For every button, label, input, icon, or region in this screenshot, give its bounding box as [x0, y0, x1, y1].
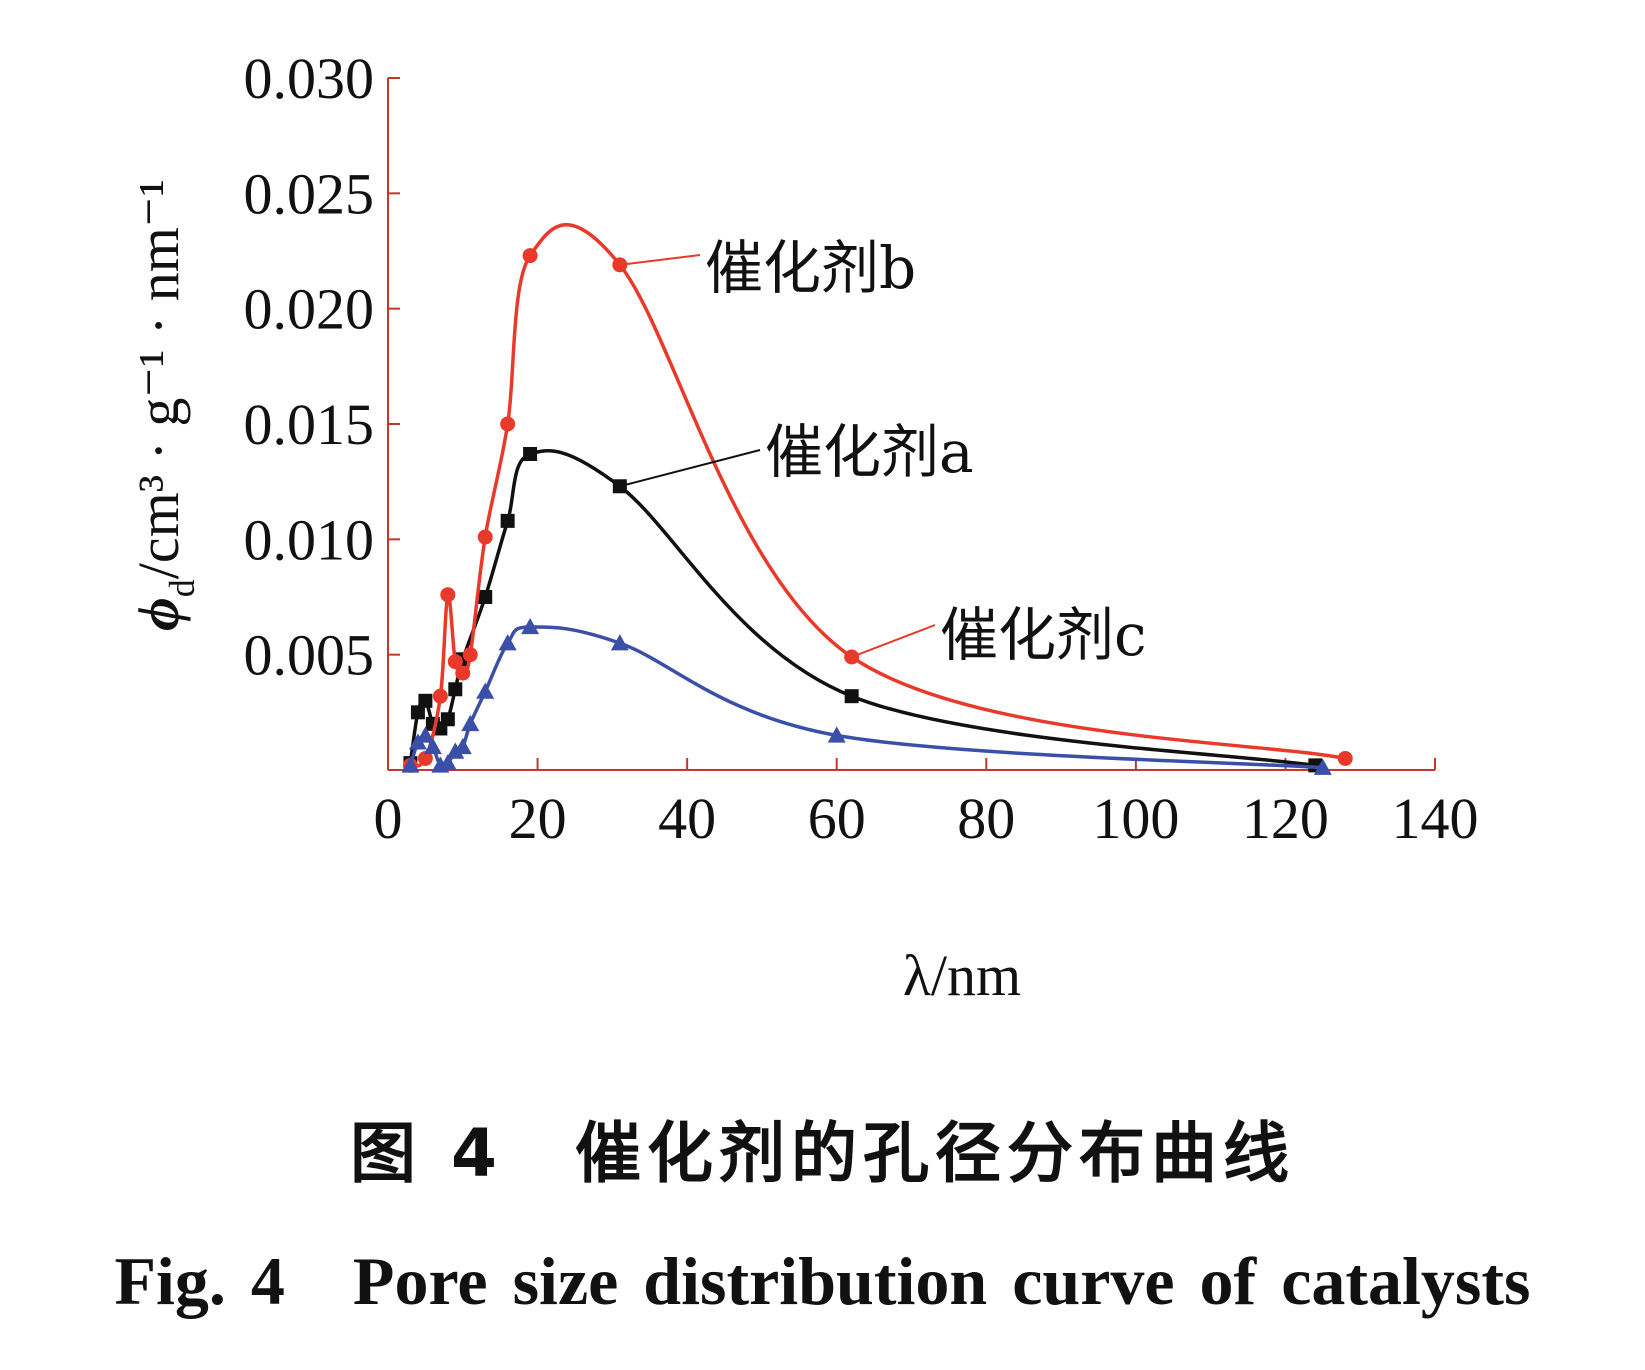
- data-point-catalyst-c: [461, 714, 480, 732]
- data-point-catalyst-b: [500, 416, 516, 432]
- data-point-catalyst-b: [1337, 750, 1353, 766]
- data-point-catalyst-b: [455, 665, 471, 681]
- y-tick-label: 0.030: [244, 46, 375, 111]
- data-point-catalyst-a: [418, 693, 433, 708]
- figure-caption-chinese: 图 4 催化剂的孔径分布曲线: [350, 1115, 1295, 1192]
- data-point-catalyst-c: [446, 742, 465, 759]
- series-line-catalyst-a: [408, 449, 1316, 768]
- data-point-catalyst-c: [423, 737, 442, 755]
- y-axis-label-subscript: d: [162, 579, 202, 597]
- x-tick-label: 100: [1092, 786, 1179, 851]
- figure-caption-english: Fig. 4 Pore size distribution curve of c…: [114, 1243, 1531, 1319]
- data-point-catalyst-a: [478, 590, 493, 604]
- data-point-catalyst-a: [523, 446, 538, 461]
- x-tick-label: 40: [658, 786, 716, 851]
- data-point-catalyst-b: [447, 654, 463, 670]
- leader-line-catalyst-c: [851, 624, 936, 658]
- series-line-catalyst-c: [408, 625, 1323, 770]
- data-point-catalyst-c: [438, 754, 457, 771]
- data-point-catalyst-c: [401, 756, 420, 773]
- data-point-catalyst-b: [477, 529, 493, 545]
- data-point-catalyst-a: [440, 712, 455, 727]
- x-tick-label: 60: [808, 786, 866, 851]
- data-point-catalyst-b: [462, 647, 478, 663]
- data-point-catalyst-b: [417, 750, 433, 766]
- data-point-catalyst-c: [1313, 758, 1332, 775]
- series-label-catalyst-c: 催化剂c: [940, 601, 1146, 669]
- x-tick-label: 120: [1242, 786, 1329, 851]
- y-tick-label: 0.015: [244, 392, 375, 457]
- data-point-catalyst-b: [432, 688, 448, 704]
- data-point-catalyst-c: [610, 634, 629, 651]
- y-tick-label: 0.020: [244, 277, 375, 342]
- x-axis-label: λ/nm: [903, 943, 1021, 1008]
- data-point-catalyst-b: [522, 248, 538, 264]
- series-label-catalyst-a: 催化剂a: [765, 418, 974, 486]
- x-tick-label: 80: [957, 786, 1015, 851]
- y-tick-label: 0.010: [244, 507, 375, 572]
- leader-line-catalyst-a: [619, 449, 761, 488]
- x-tick-label: 140: [1392, 786, 1479, 851]
- data-point-catalyst-a: [500, 513, 515, 528]
- data-point-catalyst-c: [521, 617, 540, 635]
- series-labels: 催化剂a 催化剂b 催化剂c: [619, 234, 1146, 669]
- data-point-catalyst-c: [416, 726, 435, 743]
- data-point-catalyst-a: [410, 705, 425, 720]
- data-point-catalyst-c: [498, 634, 517, 651]
- y-tick-label: 0.005: [244, 623, 375, 688]
- y-tick-label: 0.025: [244, 161, 375, 226]
- data-point-catalyst-c: [453, 737, 472, 755]
- x-tick-label: 0: [374, 786, 403, 851]
- x-tick-label: 20: [509, 786, 567, 851]
- svg-text:ϕd/cm³ · g⁻¹ · nm⁻¹: ϕd/cm³ · g⁻¹ · nm⁻¹: [126, 179, 202, 631]
- series-line-catalyst-b: [409, 223, 1346, 768]
- y-axis-ticks: 0.005 0.010 0.015 0.020 0.025 0.030: [244, 46, 400, 688]
- x-axis-ticks: 0 20 40 60 80 100 120 140: [374, 758, 1479, 851]
- data-point-catalyst-c: [476, 682, 495, 699]
- y-axis-label: ϕd/cm³ · g⁻¹ · nm⁻¹: [126, 179, 202, 631]
- data-point-catalyst-a: [844, 689, 859, 704]
- leader-line-catalyst-b: [619, 254, 701, 266]
- y-axis-label-symbol: ϕ: [126, 597, 191, 631]
- chart-series: [401, 223, 1353, 775]
- series-label-catalyst-b: 催化剂b: [705, 234, 916, 302]
- data-point-catalyst-a: [448, 682, 463, 697]
- data-point-catalyst-c: [827, 726, 846, 743]
- y-axis-label-units: /cm³ · g⁻¹ · nm⁻¹: [126, 179, 191, 579]
- data-point-catalyst-b: [440, 587, 456, 603]
